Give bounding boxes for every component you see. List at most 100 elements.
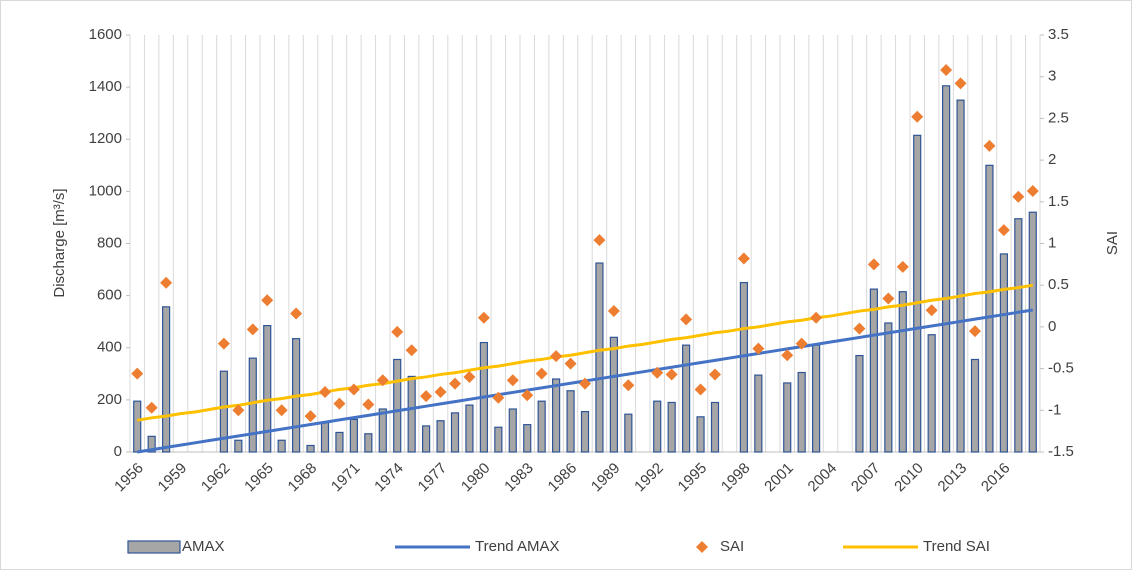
point [333, 397, 346, 410]
point [477, 311, 490, 324]
y-tick-label: 600 [97, 287, 122, 304]
bar [1028, 211, 1037, 453]
bar [884, 322, 893, 453]
y-tick-label: 200 [97, 391, 122, 408]
point [521, 389, 534, 402]
bar [537, 400, 546, 453]
point [867, 258, 880, 271]
y2-tick-label: 1 [1048, 234, 1056, 251]
point [434, 385, 447, 398]
bar [306, 444, 315, 453]
point [1012, 190, 1025, 203]
point [622, 379, 635, 392]
y2-tick-label: -1 [1048, 401, 1061, 418]
point [160, 276, 173, 289]
point [463, 370, 476, 383]
bar [970, 358, 980, 453]
legend-label: Trend AMAX [475, 538, 559, 555]
point [391, 325, 404, 338]
bar [927, 334, 936, 453]
point [376, 374, 389, 387]
y2-tick-label: 0.5 [1048, 276, 1069, 293]
bar [696, 416, 705, 453]
bar [552, 378, 561, 453]
point [420, 390, 433, 403]
bar [465, 404, 474, 453]
point [853, 322, 866, 335]
point [781, 349, 794, 362]
point [737, 252, 750, 265]
y2-tick-label: -0.5 [1048, 360, 1074, 377]
point [275, 404, 288, 417]
y-tick-label: 0 [114, 443, 122, 460]
legend-label: SAI [720, 538, 744, 555]
point [506, 374, 519, 387]
point [983, 139, 996, 152]
bar [349, 418, 358, 453]
point [911, 110, 924, 123]
bar [508, 408, 517, 453]
bar [523, 424, 532, 453]
y-tick-label: 400 [97, 339, 122, 356]
y2-tick-label: 3.5 [1048, 26, 1069, 43]
y-tick-label: 1000 [89, 182, 122, 199]
bar [855, 354, 864, 453]
point [680, 313, 693, 326]
legend-swatch [696, 541, 708, 553]
bar [263, 324, 272, 453]
y2-tick-label: 3 [1048, 68, 1056, 85]
point [347, 383, 360, 396]
point [290, 307, 303, 320]
y2-tick-label: 0 [1048, 318, 1056, 335]
bar [277, 439, 286, 453]
bar [985, 164, 994, 453]
bar [898, 291, 907, 453]
point [319, 385, 331, 398]
point [492, 391, 505, 404]
point [579, 377, 591, 390]
point [882, 292, 895, 305]
point [593, 234, 606, 247]
bar [999, 253, 1008, 453]
bar [494, 426, 503, 453]
bar [364, 433, 373, 453]
bar [450, 412, 460, 453]
point [665, 368, 678, 381]
point [405, 344, 418, 357]
point [954, 77, 967, 90]
bar [956, 99, 965, 453]
point [1026, 184, 1039, 197]
bar [407, 375, 416, 453]
bar [580, 411, 590, 453]
bar [739, 281, 748, 453]
bar [422, 425, 431, 453]
point [261, 294, 274, 307]
point [896, 260, 909, 273]
bar [913, 134, 922, 453]
legend-swatch [127, 540, 181, 554]
bar [335, 431, 344, 453]
point [969, 325, 981, 338]
point [535, 367, 548, 380]
y-tick-label: 1400 [89, 78, 122, 95]
bar [710, 401, 720, 453]
bar [219, 370, 228, 453]
bar [147, 435, 156, 453]
point [607, 305, 620, 318]
bar [653, 400, 662, 453]
point [304, 410, 317, 423]
bar [783, 382, 792, 453]
bar [667, 401, 676, 453]
legend-label: Trend SAI [923, 538, 990, 555]
bar [320, 421, 330, 453]
bar [797, 371, 806, 453]
bar [566, 390, 575, 453]
y2-tick-label: 2 [1048, 151, 1056, 168]
point [940, 64, 953, 77]
bar [869, 288, 878, 453]
point [362, 398, 375, 411]
point [925, 304, 938, 317]
bar [133, 400, 142, 453]
point [795, 337, 808, 350]
